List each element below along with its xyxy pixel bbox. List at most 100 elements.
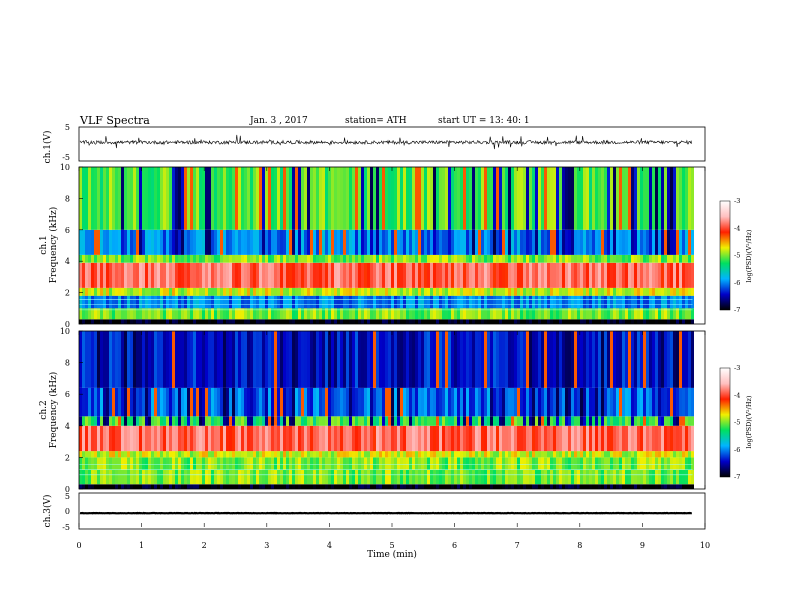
spectrogram-cell [133,451,136,458]
spectrogram-cell [154,262,157,288]
spectrogram-cell [118,457,121,470]
spectrogram-cell [190,262,193,288]
time-tick-label: 8 [577,541,582,550]
spectrogram-cell [604,167,607,230]
spectrogram-cell [472,319,475,324]
spectrogram-cell [541,457,544,470]
spectrogram-cell [388,262,391,288]
spectrogram-cell [118,262,121,288]
spectrogram-cell [277,319,280,324]
spectrogram-cell [469,319,472,324]
spectrogram-cell [541,484,544,489]
spectrogram-cell [340,451,343,458]
spectrogram-cell [688,308,691,320]
spectrogram-cell [514,287,517,296]
spectrogram-cell [166,331,169,388]
spectrogram-cell [685,308,688,320]
spectrogram-cell [571,484,574,489]
spectrogram-cell [241,319,244,324]
spectrogram-cell [214,425,217,452]
spectrogram-cell [271,254,274,263]
spectrogram-cell [586,451,589,458]
spectrogram-cell [505,295,508,309]
spectrogram-cell [145,470,148,485]
spectrogram-cell [178,484,181,489]
spectrogram-cell [532,295,535,309]
spectrogram-cell [526,457,529,470]
spectrogram-cell [241,287,244,296]
spectrogram-cell [196,319,199,324]
spectrogram-cell [547,470,550,485]
spectrogram-cell [274,387,277,417]
spectrogram-cell [409,262,412,288]
spectrogram-cell [376,387,379,417]
spectrogram-cell [190,457,193,470]
spectrogram-cell [508,387,511,417]
spectrogram-cell [493,319,496,324]
spectrogram-cell [556,229,559,255]
spectrogram-cell [382,167,385,230]
spectrogram-cell [358,287,361,296]
spectrogram-cell [361,425,364,452]
spectrogram-cell [115,484,118,489]
spectrogram-cell [361,457,364,470]
spectrogram-cell [175,484,178,489]
spectrogram-cell [436,295,439,309]
spectrogram-cell [499,295,502,309]
spectrogram-cell [265,295,268,309]
spectrogram-cell [451,416,454,426]
spectrogram-cell [295,425,298,452]
spectrogram-cell [661,295,664,309]
spectrogram-cell [661,167,664,230]
spectrogram-cell [169,451,172,458]
spectrogram-cell [454,295,457,309]
spectrogram-cell [292,319,295,324]
spectrogram-cell [91,425,94,452]
spectrogram-cell [604,425,607,452]
spectrogram-cell [499,229,502,255]
spectrogram-cell [205,387,208,417]
spectrogram-cell [613,287,616,296]
spectrogram-cell [577,416,580,426]
spectrogram-cell [502,295,505,309]
spectrogram-cell [148,331,151,388]
spectrogram-cell [295,484,298,489]
spectrogram-cell [223,262,226,288]
spectrogram-cell [241,484,244,489]
spectrogram-cell [358,229,361,255]
spectrogram-cell [634,287,637,296]
spectrogram-cell [496,451,499,458]
spectrogram-cell [394,331,397,388]
spectrogram-cell [643,425,646,452]
spectrogram-cell [688,229,691,255]
spectrogram-cell [175,331,178,388]
spectrogram-cell [631,457,634,470]
spectrogram-cell [601,457,604,470]
spectrogram-cell [619,295,622,309]
colorbar-tick-label: -7 [734,306,740,314]
spectrogram-cell [406,470,409,485]
spectrogram-cell [421,387,424,417]
spectrogram-cell [217,262,220,288]
spectrogram-cell [442,484,445,489]
ch1-waveform-frame [78,126,706,162]
spectrogram-cell [349,331,352,388]
spectrogram-cell [430,295,433,309]
spectrogram-cell [217,425,220,452]
spectrogram-cell [145,319,148,324]
spectrogram-cell [151,308,154,320]
spectrogram-cell [340,295,343,309]
spectrogram-cell [673,254,676,263]
spectrogram-cell [235,457,238,470]
spectrogram-cell [280,308,283,320]
spectrogram-cell [292,295,295,309]
spectrogram-cell [598,457,601,470]
spectrogram-cell [328,254,331,263]
spectrogram-cell [223,425,226,452]
spectrogram-cell [106,287,109,296]
spectrogram-cell [505,457,508,470]
spectrogram-cell [271,425,274,452]
spectrogram-cell [670,484,673,489]
spectrogram-cell [376,167,379,230]
